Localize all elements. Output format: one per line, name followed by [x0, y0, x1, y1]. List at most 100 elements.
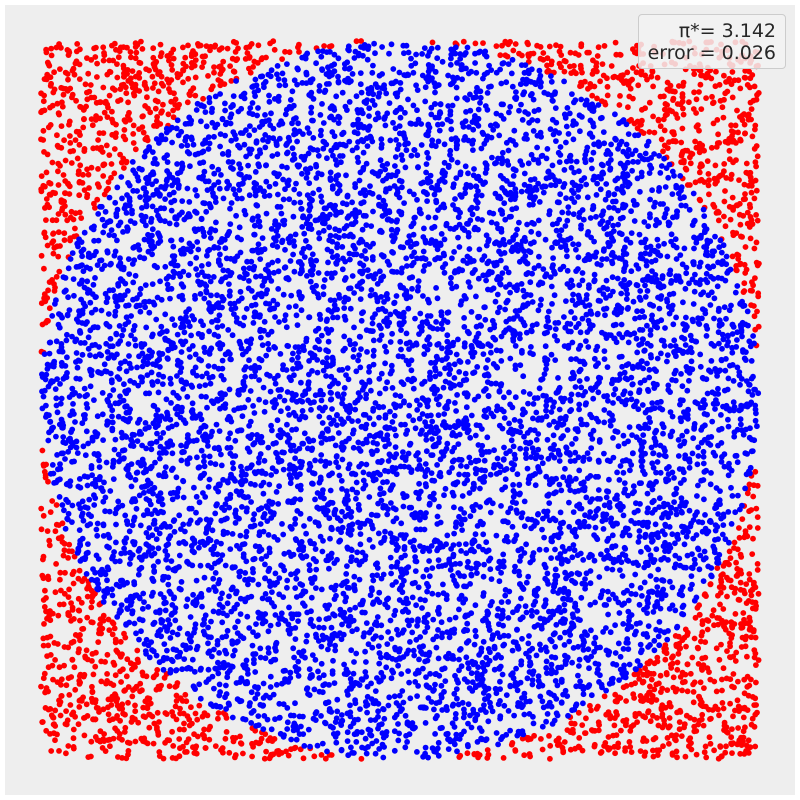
- point-inside: [416, 457, 423, 463]
- point-inside: [225, 435, 232, 442]
- point-inside: [362, 609, 368, 616]
- point-outside: [722, 138, 729, 145]
- point-outside: [158, 50, 165, 56]
- point-outside: [206, 736, 213, 743]
- point-inside: [291, 654, 297, 661]
- point-outside: [752, 695, 759, 702]
- point-outside: [52, 528, 59, 535]
- point-inside: [549, 244, 555, 251]
- point-outside: [66, 586, 72, 593]
- point-outside: [656, 680, 662, 687]
- point-outside: [668, 732, 675, 739]
- point-inside: [565, 131, 572, 137]
- point-inside: [429, 477, 435, 484]
- point-outside: [174, 74, 181, 81]
- point-inside: [435, 655, 442, 662]
- point-inside: [691, 245, 697, 252]
- point-outside: [100, 162, 107, 169]
- point-outside: [502, 52, 509, 59]
- point-inside: [378, 136, 385, 143]
- point-outside: [257, 739, 264, 746]
- point-inside: [378, 634, 385, 641]
- point-outside: [123, 159, 130, 166]
- point-inside: [398, 152, 405, 159]
- point-inside: [466, 454, 473, 461]
- point-outside: [67, 702, 74, 708]
- point-outside: [659, 714, 666, 720]
- point-inside: [125, 180, 131, 186]
- point-outside: [49, 610, 56, 617]
- point-inside: [197, 160, 203, 167]
- point-outside: [576, 744, 583, 751]
- point-outside: [617, 52, 624, 58]
- point-inside: [391, 426, 398, 433]
- point-inside: [226, 281, 232, 287]
- point-outside: [753, 239, 760, 246]
- point-inside: [220, 195, 227, 202]
- point-outside: [184, 99, 191, 106]
- point-outside: [682, 165, 689, 172]
- point-outside: [639, 679, 646, 686]
- point-outside: [673, 641, 680, 648]
- point-outside: [745, 182, 752, 189]
- point-inside: [575, 672, 581, 679]
- point-inside: [533, 609, 540, 615]
- point-outside: [113, 46, 119, 53]
- point-inside: [307, 165, 314, 172]
- point-outside: [754, 514, 761, 520]
- point-outside: [722, 90, 729, 97]
- point-inside: [725, 416, 731, 423]
- point-inside: [299, 170, 305, 177]
- point-outside: [120, 155, 127, 162]
- point-outside: [668, 665, 675, 671]
- point-inside: [404, 263, 410, 269]
- point-outside: [730, 740, 736, 747]
- point-inside: [434, 55, 441, 62]
- point-inside: [125, 341, 132, 347]
- point-outside: [42, 234, 49, 241]
- point-inside: [531, 239, 537, 246]
- point-outside: [71, 71, 78, 78]
- point-outside: [98, 658, 105, 665]
- point-outside: [81, 714, 88, 721]
- point-inside: [397, 114, 404, 121]
- point-outside: [70, 735, 77, 742]
- point-outside: [684, 661, 691, 668]
- point-outside: [87, 82, 94, 88]
- point-outside: [724, 593, 730, 600]
- point-inside: [184, 596, 191, 603]
- point-outside: [106, 627, 113, 633]
- point-outside: [622, 748, 628, 754]
- point-outside: [185, 75, 192, 82]
- point-inside: [40, 393, 47, 400]
- point-outside: [742, 244, 749, 250]
- point-outside: [579, 69, 585, 76]
- point-inside: [187, 614, 194, 620]
- point-inside: [177, 273, 184, 280]
- point-outside: [632, 713, 639, 720]
- point-outside: [557, 43, 564, 50]
- point-outside: [52, 657, 58, 663]
- point-outside: [651, 660, 658, 667]
- point-outside: [114, 695, 121, 702]
- point-outside: [55, 211, 62, 217]
- point-inside: [309, 251, 316, 258]
- point-outside: [747, 235, 754, 242]
- point-outside: [104, 671, 110, 677]
- point-outside: [83, 701, 90, 708]
- point-outside: [519, 52, 525, 59]
- point-outside: [44, 242, 51, 249]
- point-outside: [547, 742, 554, 749]
- point-outside: [705, 182, 712, 189]
- point-outside: [70, 580, 77, 587]
- point-inside: [507, 355, 514, 362]
- point-outside: [123, 90, 130, 97]
- point-outside: [573, 70, 579, 77]
- point-inside: [483, 277, 489, 284]
- point-outside: [65, 743, 72, 749]
- point-outside: [111, 146, 118, 152]
- point-outside: [121, 117, 128, 124]
- point-outside: [121, 630, 127, 637]
- point-inside: [153, 178, 160, 185]
- point-inside: [168, 380, 174, 387]
